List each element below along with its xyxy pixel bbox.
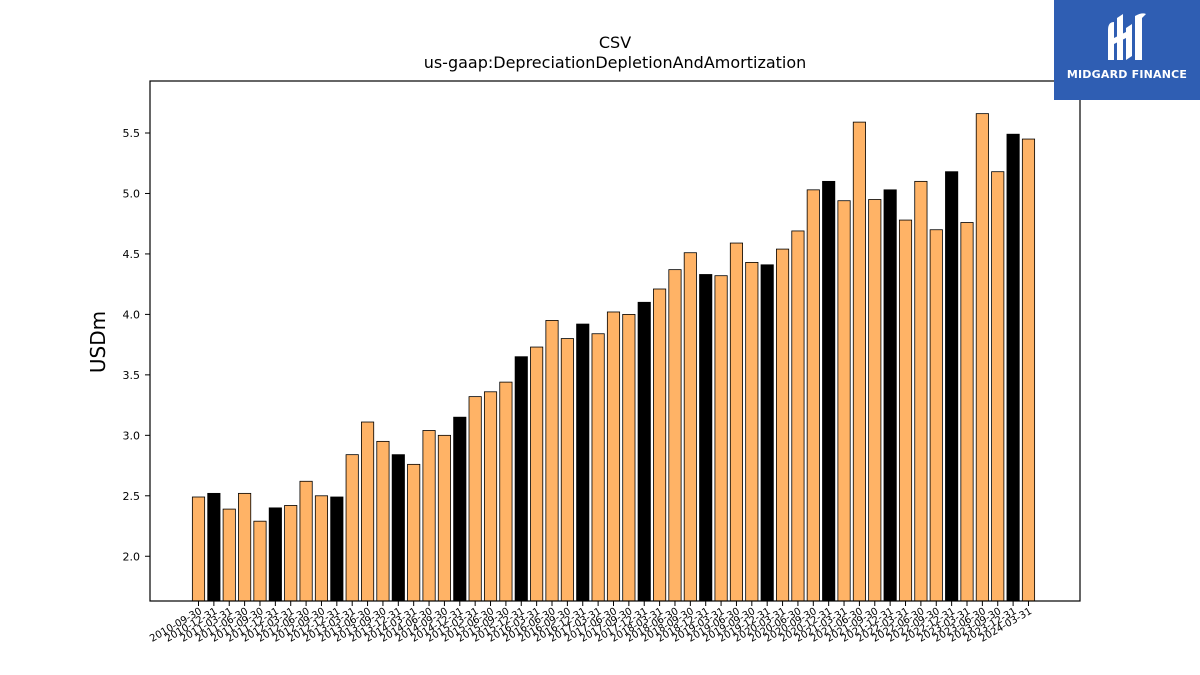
bar-2019-06-30 xyxy=(729,242,743,602)
bar-2014-12-31 xyxy=(453,416,467,602)
y-tick-label: 2.0 xyxy=(123,550,141,563)
bar-2014-03-31 xyxy=(407,463,421,602)
bar-2023-06-30 xyxy=(975,113,989,602)
bar-2010-09-30 xyxy=(191,496,206,602)
bar-2021-06-30 xyxy=(852,121,866,602)
bar-2017-09-30 xyxy=(622,313,636,602)
bar-2015-12-31 xyxy=(514,356,528,602)
bar-2020-06-30 xyxy=(791,230,805,602)
bar-2019-09-30 xyxy=(745,261,759,602)
bar-2014-06-30 xyxy=(422,430,436,602)
bar-2016-03-31 xyxy=(530,346,544,602)
bar-2016-12-31 xyxy=(576,323,590,602)
bar-2022-12-31 xyxy=(945,171,959,602)
bar-2021-12-31 xyxy=(883,189,897,602)
bar-2019-03-31 xyxy=(714,275,728,602)
bar-2018-09-30 xyxy=(683,252,697,602)
bar-2022-09-30 xyxy=(929,229,943,602)
bar-2022-03-31 xyxy=(898,219,913,602)
bar-2012-06-30 xyxy=(299,480,313,602)
bar-2014-09-30 xyxy=(437,434,451,602)
bar-2017-12-31 xyxy=(637,301,651,602)
y-tick-label: 5.0 xyxy=(123,187,141,200)
bar-2021-09-30 xyxy=(868,199,882,602)
x-ticks-group: 2010-09-302010-12-312011-03-312011-06-30… xyxy=(148,601,1034,645)
bar-2020-12-31 xyxy=(822,180,836,602)
bar-2018-12-31 xyxy=(699,274,713,602)
bar-2012-03-31 xyxy=(284,505,298,602)
bar-2013-12-31 xyxy=(391,454,405,602)
bar-2021-03-31 xyxy=(837,200,851,602)
bar-2013-06-30 xyxy=(361,421,375,602)
bar-2017-03-31 xyxy=(591,333,605,602)
bar-2017-06-30 xyxy=(606,311,621,602)
plot-frame xyxy=(149,80,1081,602)
bar-2016-09-30 xyxy=(560,338,574,602)
y-tick-label: 3.0 xyxy=(123,429,141,442)
bar-2011-03-31 xyxy=(222,508,236,602)
bars-group xyxy=(191,113,1036,602)
chart-title: CSV xyxy=(599,33,631,52)
bar-2012-09-30 xyxy=(314,495,329,602)
bar-2013-09-30 xyxy=(376,440,390,602)
bar-2012-12-31 xyxy=(330,496,344,602)
logo: MIDGARD FINANCE xyxy=(1054,0,1200,100)
bar-2020-09-30 xyxy=(806,189,820,602)
bar-2018-03-31 xyxy=(653,288,667,602)
y-tick-label: 4.0 xyxy=(123,308,141,321)
bar-2016-06-30 xyxy=(545,320,559,602)
bar-2010-12-31 xyxy=(207,492,221,602)
bar-2020-03-31 xyxy=(776,248,790,602)
bar-2013-03-31 xyxy=(345,454,359,602)
bar-2019-12-31 xyxy=(760,264,774,602)
bar-2022-06-30 xyxy=(914,180,928,602)
y-axis-label: USDm xyxy=(86,311,110,373)
bar-2023-09-30 xyxy=(991,171,1005,602)
logo-text: MIDGARD FINANCE xyxy=(1066,68,1188,81)
bar-2023-12-31 xyxy=(1006,133,1020,602)
bar-2015-03-31 xyxy=(468,396,482,602)
y-tick-label: 5.5 xyxy=(123,127,141,140)
bar-2015-06-30 xyxy=(483,391,498,602)
bar-2015-09-30 xyxy=(499,381,513,602)
y-tick-label: 2.5 xyxy=(123,490,141,503)
bar-2011-09-30 xyxy=(253,520,267,602)
y-ticks-group: 2.0 2.5 3.0 3.5 4.0 4.5 5.0 5.5 xyxy=(123,127,150,563)
bar-2024-03-31 xyxy=(1021,138,1036,602)
bar-2011-06-30 xyxy=(238,492,252,602)
logo-mark-icon xyxy=(1108,13,1146,61)
bar-2011-12-31 xyxy=(268,507,282,602)
bar-2023-03-31 xyxy=(960,222,974,602)
y-tick-label: 3.5 xyxy=(123,369,141,382)
y-tick-label: 4.5 xyxy=(123,248,141,261)
chart-subtitle: us-gaap:DepreciationDepletionAndAmortiza… xyxy=(424,53,807,72)
bar-2018-06-30 xyxy=(668,269,682,602)
